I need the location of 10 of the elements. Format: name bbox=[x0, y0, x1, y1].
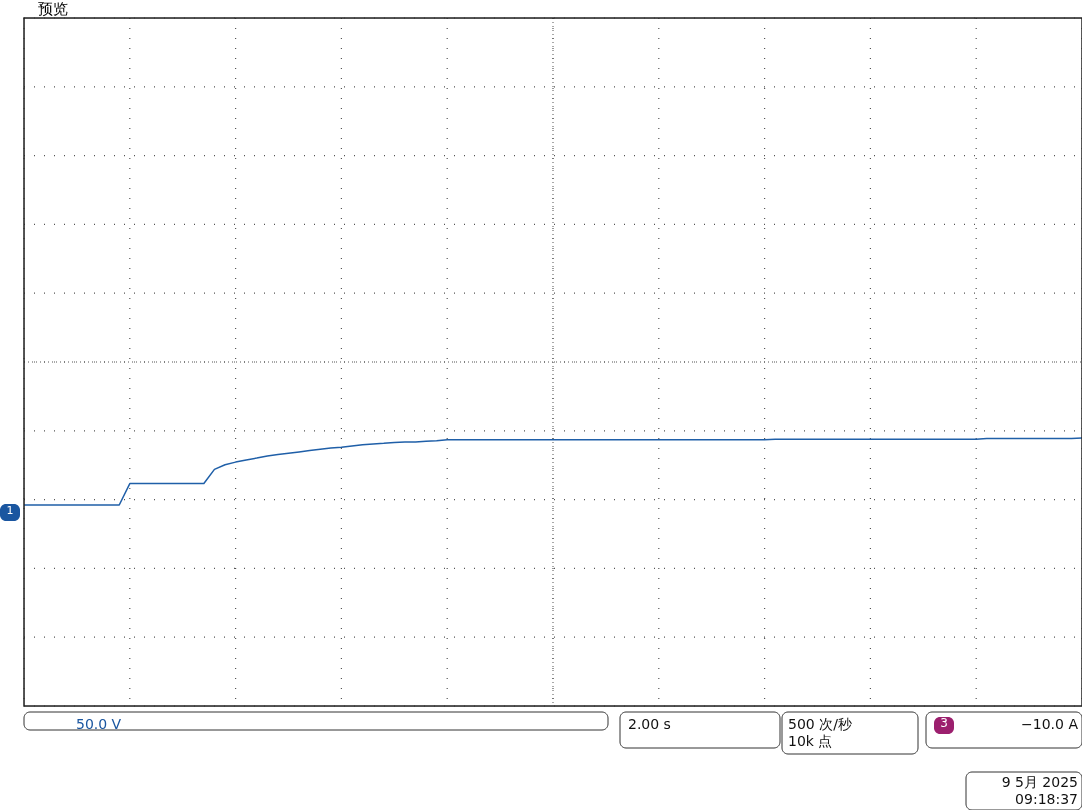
text: 10k 点 bbox=[788, 733, 833, 749]
text: 500 次/秒 bbox=[788, 716, 852, 732]
text: −10.0 A bbox=[1021, 716, 1079, 732]
chart-title: 预览 bbox=[38, 0, 68, 18]
text: 09:18:37 bbox=[1015, 791, 1078, 807]
text: 2.00 s bbox=[628, 716, 671, 732]
text: 9 5月 2025 bbox=[1001, 774, 1078, 790]
text: 3 bbox=[940, 716, 948, 730]
text: 1 bbox=[6, 504, 14, 517]
text: 50.0 V bbox=[76, 716, 122, 732]
